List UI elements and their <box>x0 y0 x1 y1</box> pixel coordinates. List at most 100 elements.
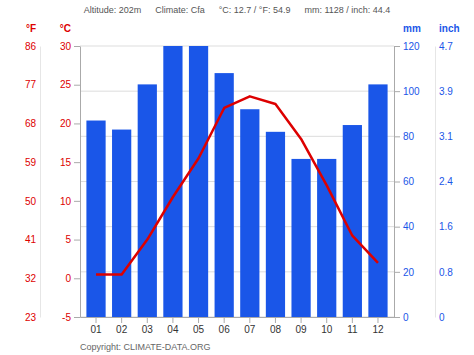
tick-mark <box>74 162 80 163</box>
tick-label: 07 <box>244 324 256 335</box>
header: Altitude: 202mClimate: Cfa°C: 12.7 / °F:… <box>84 5 391 15</box>
tick-mark <box>74 240 80 241</box>
tick-label: 20 <box>60 118 72 129</box>
bar <box>266 132 285 317</box>
tick-label: 11 <box>347 324 358 335</box>
tick: 2.4 <box>435 176 453 187</box>
tick-mark <box>96 317 97 323</box>
tick: 11 <box>347 317 358 335</box>
tick: 3.9 <box>435 86 453 97</box>
tick-mark <box>74 317 80 318</box>
tick-label: 12 <box>372 324 384 335</box>
tick-label: 80 <box>403 131 415 142</box>
tick: 5 <box>65 234 80 245</box>
tick-label: 05 <box>193 324 205 335</box>
axis-title: °C <box>60 23 71 34</box>
tick-label: 2.4 <box>439 176 453 187</box>
tick-label: 59 <box>25 157 37 168</box>
tick: 09 <box>296 317 308 335</box>
tick-label: 06 <box>219 324 231 335</box>
tick-mark <box>74 46 80 47</box>
tick: 86 <box>25 41 40 52</box>
tick-label: 02 <box>116 324 128 335</box>
tick-label: 30 <box>60 41 72 52</box>
bar <box>368 84 387 317</box>
bar-series <box>86 46 387 317</box>
tick-label: 60 <box>403 176 415 187</box>
tick-label: 25 <box>60 79 72 90</box>
tick: 120 <box>394 41 420 52</box>
bar <box>189 46 208 317</box>
annotation: °C: 12.7 / °F: 54.9 <box>219 5 291 15</box>
tick: 59 <box>25 157 40 168</box>
tick: 03 <box>142 317 154 335</box>
tick-label: 3.1 <box>439 131 453 142</box>
annotation: Climate: Cfa <box>155 5 205 15</box>
tick: 0 <box>394 312 409 323</box>
axis-title: inch <box>439 23 460 34</box>
source: Copyright: CLIMATE-DATA.ORG <box>80 342 211 352</box>
y2-alt-axis: 0 0.8 1.6 2.4 3.1 3.9 4.7 <box>435 41 453 323</box>
tick-label: 23 <box>25 312 37 323</box>
tick: 20 <box>60 118 80 129</box>
tick: 06 <box>219 317 231 335</box>
tick-label: 32 <box>25 273 37 284</box>
bar <box>163 46 182 317</box>
tick-label: 0 <box>439 312 445 323</box>
tick: -5 <box>62 312 80 323</box>
tick: 40 <box>394 221 415 232</box>
bar <box>86 121 105 317</box>
tick-label: 20 <box>403 267 415 278</box>
tick: 1.6 <box>435 221 453 232</box>
tick-mark <box>394 136 400 137</box>
tick-label: 01 <box>90 324 102 335</box>
tick-label: 09 <box>296 324 308 335</box>
tick-mark <box>394 317 400 318</box>
tick-mark <box>301 317 302 323</box>
bar <box>138 84 157 317</box>
tick-label: 0 <box>403 312 409 323</box>
tick-mark <box>394 91 400 92</box>
tick: 30 <box>60 41 80 52</box>
tick: 20 <box>394 267 415 278</box>
tick-mark <box>198 317 199 323</box>
tick: 04 <box>167 317 179 335</box>
tick-label: 4.7 <box>439 41 453 52</box>
tick-label: 04 <box>167 324 179 335</box>
grid <box>80 46 394 317</box>
grid-line <box>80 91 394 92</box>
tick-mark <box>74 201 80 202</box>
tick-mark <box>74 278 80 279</box>
tick-label: 120 <box>403 41 420 52</box>
tick-mark <box>249 317 250 323</box>
tick-mark <box>275 317 276 323</box>
marks <box>86 46 387 317</box>
tick: 50 <box>25 196 40 207</box>
tick-label: -5 <box>62 312 71 323</box>
tick-mark <box>147 317 148 323</box>
tick: 41 <box>25 234 40 245</box>
tick-label: 50 <box>25 196 37 207</box>
tick-mark <box>394 272 400 273</box>
tick: 80 <box>394 131 415 142</box>
tick: 05 <box>193 317 205 335</box>
tick-label: 3.9 <box>439 86 453 97</box>
y-axis: -5051015202530 <box>60 41 81 323</box>
tick-label: 0.8 <box>439 267 453 278</box>
bar <box>240 109 259 317</box>
tick-mark <box>377 317 378 323</box>
tick: 32 <box>25 273 40 284</box>
bar <box>291 159 310 317</box>
tick-mark <box>74 123 80 124</box>
tick: 3.1 <box>435 131 453 142</box>
grid-line <box>80 46 394 47</box>
tick-label: 10 <box>60 196 72 207</box>
tick-mark <box>394 46 400 47</box>
tick: 15 <box>60 157 80 168</box>
tick-mark <box>352 317 353 323</box>
tick-label: 15 <box>60 157 72 168</box>
tick: 01 <box>90 317 102 335</box>
tick-label: 08 <box>270 324 282 335</box>
y-alt-axis: 2332415059687786 <box>25 41 41 323</box>
tick: 23 <box>25 312 40 323</box>
